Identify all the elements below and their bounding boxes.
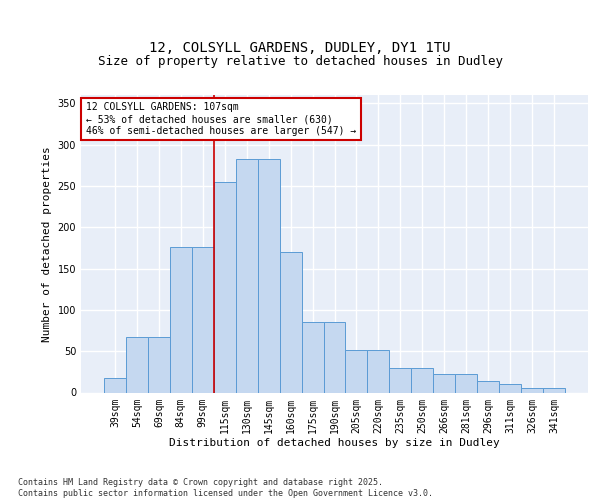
Bar bbox=[214, 182, 236, 392]
Bar bbox=[104, 378, 126, 392]
Bar bbox=[280, 252, 302, 392]
Bar bbox=[499, 384, 521, 392]
Text: Size of property relative to detached houses in Dudley: Size of property relative to detached ho… bbox=[97, 54, 503, 68]
Bar bbox=[192, 247, 214, 392]
Bar bbox=[389, 368, 412, 392]
Bar bbox=[412, 368, 433, 392]
Bar bbox=[323, 322, 346, 392]
Bar bbox=[455, 374, 477, 392]
Bar bbox=[367, 350, 389, 393]
Bar bbox=[433, 374, 455, 392]
Text: 12, COLSYLL GARDENS, DUDLEY, DY1 1TU: 12, COLSYLL GARDENS, DUDLEY, DY1 1TU bbox=[149, 40, 451, 54]
Bar bbox=[521, 388, 543, 392]
Bar bbox=[170, 247, 192, 392]
Bar bbox=[148, 337, 170, 392]
Text: Contains HM Land Registry data © Crown copyright and database right 2025.
Contai: Contains HM Land Registry data © Crown c… bbox=[18, 478, 433, 498]
Bar bbox=[477, 381, 499, 392]
Bar bbox=[257, 158, 280, 392]
Y-axis label: Number of detached properties: Number of detached properties bbox=[42, 146, 52, 342]
Bar bbox=[126, 337, 148, 392]
Bar bbox=[346, 350, 367, 393]
Bar bbox=[302, 322, 323, 392]
Text: 12 COLSYLL GARDENS: 107sqm
← 53% of detached houses are smaller (630)
46% of sem: 12 COLSYLL GARDENS: 107sqm ← 53% of deta… bbox=[86, 102, 356, 136]
X-axis label: Distribution of detached houses by size in Dudley: Distribution of detached houses by size … bbox=[169, 438, 500, 448]
Bar bbox=[543, 388, 565, 392]
Bar bbox=[236, 158, 257, 392]
